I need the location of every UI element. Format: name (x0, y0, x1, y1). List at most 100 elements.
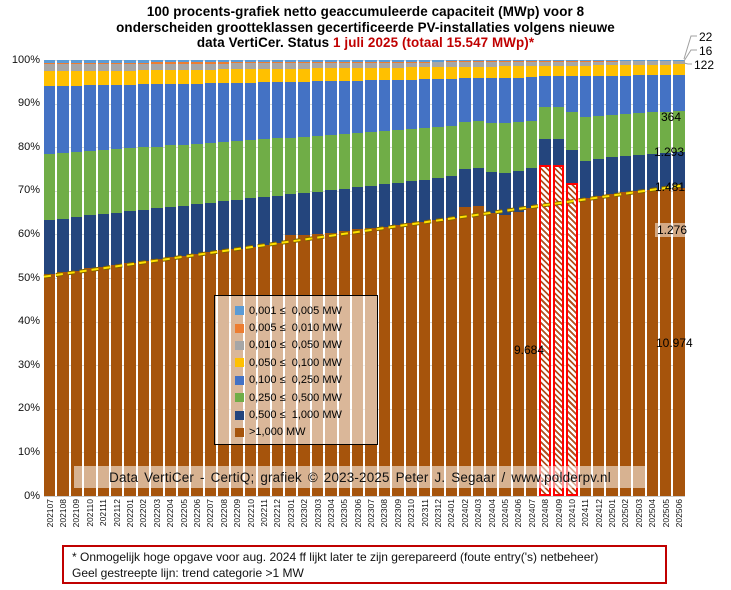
segment (459, 62, 471, 67)
segment (365, 62, 377, 68)
bar-202407 (526, 60, 538, 496)
segment (512, 211, 525, 496)
segment (311, 191, 324, 235)
bar-202502 (619, 60, 632, 496)
segment (378, 67, 391, 81)
legend-label: >1,000 MW (249, 426, 306, 439)
value-label: 1.481 (655, 180, 686, 194)
segment (231, 141, 243, 200)
segment (338, 60, 350, 62)
segment (499, 61, 511, 63)
segment (124, 148, 136, 212)
segment (204, 60, 217, 63)
segment (351, 61, 364, 63)
legend-swatch-icon (235, 358, 244, 368)
x-tick-label: 202502 (620, 499, 631, 528)
segment (70, 270, 83, 496)
legend-swatch-icon (235, 323, 244, 333)
segment (633, 64, 645, 76)
segment (338, 61, 350, 63)
segment (325, 134, 337, 191)
bar-202107 (44, 60, 56, 496)
y-tick-label: 20% (17, 402, 40, 415)
x-tick-label: 202503 (633, 499, 644, 528)
segment (151, 60, 163, 63)
bar-202501 (606, 60, 618, 496)
segment (218, 83, 230, 142)
segment (526, 60, 538, 62)
segment (619, 65, 632, 76)
segment (485, 66, 498, 79)
segment (606, 193, 618, 496)
segment (177, 62, 190, 64)
segment (659, 188, 672, 496)
x-tick-label: 202204 (165, 499, 176, 528)
segment (124, 60, 136, 63)
bar-202204 (164, 60, 176, 496)
segment (351, 62, 364, 69)
x-tick-label: 202207 (205, 499, 216, 528)
segment (579, 61, 592, 66)
segment (70, 151, 83, 218)
segment (57, 71, 69, 86)
segment (218, 62, 230, 64)
segment (97, 64, 109, 71)
segment (392, 79, 404, 131)
segment (298, 81, 310, 137)
segment (405, 67, 417, 80)
chart-title: 100 procents-grafiek netto geaccumuleerd… (0, 4, 731, 51)
segment (97, 85, 109, 151)
segment (459, 168, 471, 207)
footnote-box: * Onmogelijk hoge opgave voor aug. 2024 … (62, 545, 667, 584)
segment (378, 60, 391, 62)
value-label: 10.974 (656, 336, 693, 350)
segment (271, 68, 284, 82)
segment (177, 69, 190, 84)
segment (365, 67, 377, 81)
segment (432, 62, 444, 68)
segment (258, 69, 270, 83)
gridline (44, 147, 685, 149)
segment (44, 62, 56, 65)
legend-swatch-icon (235, 375, 244, 385)
segment (499, 66, 511, 78)
segment (338, 188, 350, 231)
segment (191, 69, 203, 84)
x-tick-label: 202304 (325, 499, 336, 528)
segment (285, 63, 297, 69)
x-tick-label: 202310 (406, 499, 417, 528)
segment (285, 68, 297, 82)
segment (485, 212, 498, 496)
y-tick-label: 100% (11, 53, 40, 66)
segment (164, 206, 176, 258)
segment (552, 61, 565, 66)
segment (659, 61, 672, 65)
segment (659, 64, 672, 75)
segment (258, 60, 270, 63)
segment (204, 69, 217, 84)
segment (57, 62, 69, 65)
segment (539, 66, 551, 77)
segment (137, 84, 150, 148)
segment (552, 61, 565, 62)
segment (191, 63, 203, 70)
segment (57, 153, 69, 219)
segment (472, 205, 484, 496)
segment (512, 61, 525, 62)
segment (231, 82, 243, 142)
segment (137, 210, 150, 262)
x-tick-label: 202212 (272, 499, 283, 528)
segment (124, 263, 136, 496)
segment (499, 123, 511, 173)
segment (606, 60, 618, 62)
segment (593, 65, 605, 77)
segment (378, 62, 391, 68)
segment (619, 60, 632, 62)
gridline (44, 452, 685, 454)
segment (351, 80, 364, 134)
segment (633, 60, 645, 62)
segment (97, 214, 109, 267)
x-tick-label: 202309 (392, 499, 403, 528)
segment (646, 61, 658, 65)
